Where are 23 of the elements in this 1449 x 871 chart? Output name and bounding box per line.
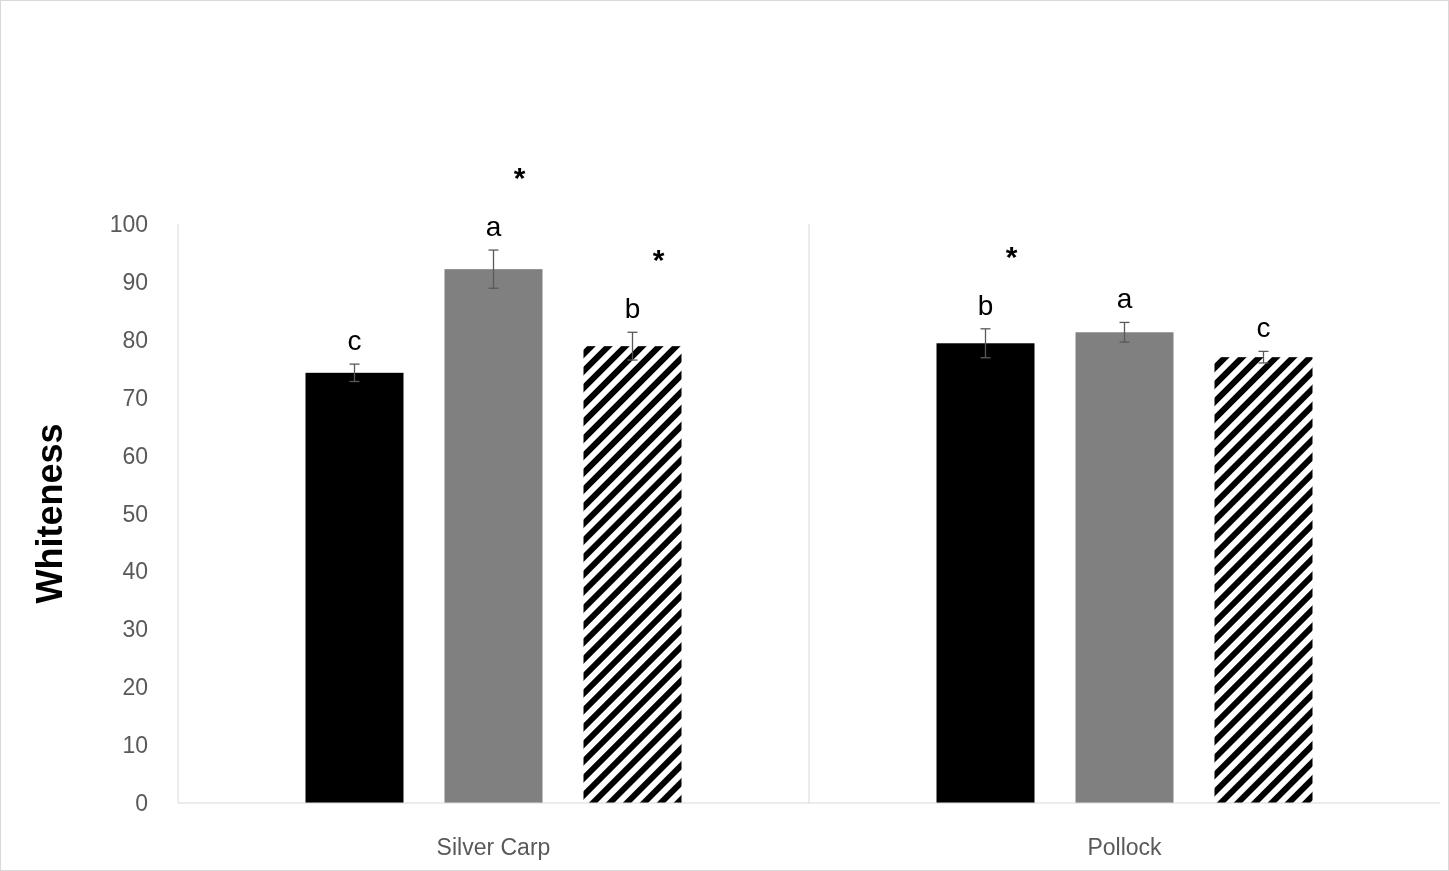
y-tick-label: 40 [122,558,148,585]
annotation: * [1005,239,1018,273]
y-tick-label: 90 [122,268,148,295]
y-tick-label: 100 [109,211,148,238]
annotation: * [652,243,665,277]
text: * [513,161,526,195]
x-tick-label: Pollock [1087,834,1163,860]
y-axis-title: Whiteness [29,423,70,604]
data-label: b [977,289,994,321]
y-tick-label: 20 [122,674,148,701]
data-label: a [1116,283,1133,315]
x-tick-label: Silver Carp [436,834,551,860]
data-label: b [624,293,641,325]
data-label: c [1256,312,1271,344]
y-tick-label: 0 [135,790,148,817]
y-tick-label: 10 [122,732,148,759]
data-label: c [347,325,362,357]
y-tick-label: 80 [122,326,148,353]
data-label: a [485,211,502,243]
y-tick-label: 50 [122,500,148,527]
y-tick-label: 60 [122,442,148,469]
y-tick-label: 30 [122,616,148,643]
y-tick-label: 70 [122,384,148,411]
